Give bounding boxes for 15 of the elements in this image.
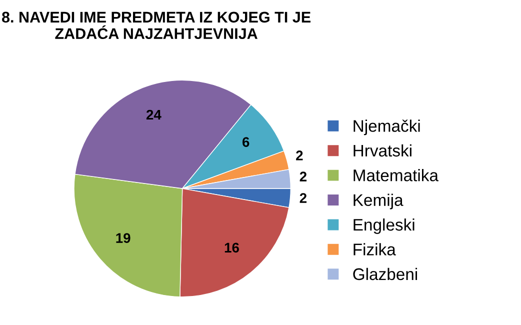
data-label: 19 xyxy=(116,233,130,243)
chart-title: 8. NAVEDI IME PREDMETA IZ KOJEG TI JE ZADAĆA NAJZAHTJEVNIJA xyxy=(2,12,310,40)
data-label: 2 xyxy=(296,150,303,160)
legend-label: Engleski xyxy=(354,218,414,234)
legend-label: Matematika xyxy=(354,169,438,182)
data-label: 6 xyxy=(242,137,250,147)
legend-label: Hrvatski xyxy=(354,144,412,157)
data-label: 24 xyxy=(146,110,162,120)
legend-label: Njemački xyxy=(354,120,420,136)
legend-label: Fizika xyxy=(354,243,396,256)
data-label: 2 xyxy=(300,193,307,203)
data-label: 2 xyxy=(300,172,307,182)
legend-label: Glazbeni xyxy=(353,268,418,280)
legend-label: Kemija xyxy=(354,194,404,210)
data-label: 16 xyxy=(224,242,239,253)
